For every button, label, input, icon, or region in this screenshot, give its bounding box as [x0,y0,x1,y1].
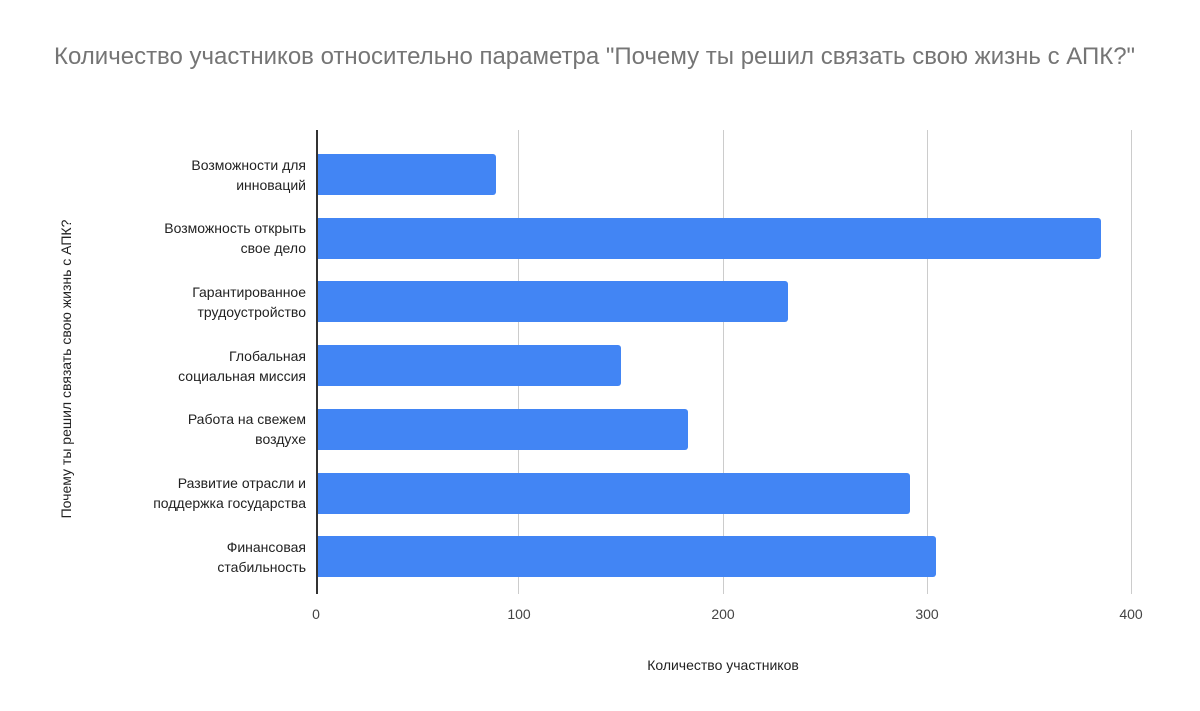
bar [317,536,937,578]
bar [317,345,621,387]
category-label: Возможность открыть свое дело [164,220,306,257]
bar [317,472,910,514]
bar [317,281,788,323]
category-label: Финансовая стабильность [217,538,306,575]
gridline-300 [927,130,928,594]
category-label: Возможности для инноваций [191,156,306,193]
gridline-200 [723,130,724,594]
bar [317,217,1102,259]
bar [317,408,688,450]
y-axis-line [316,130,318,594]
category-label: Работа на свежем воздухе [187,411,306,448]
x-tick: 100 [507,606,531,622]
x-tick: 400 [1119,606,1143,622]
gridline-400 [1131,130,1132,594]
bar [317,154,497,195]
category-label: Гарантированное трудоустройство [192,283,306,320]
x-tick: 200 [711,606,735,622]
category-label: Глобальная социальная миссия [178,347,306,384]
x-axis-label: Количество участников [647,657,799,673]
x-tick: 0 [312,606,320,622]
category-label: Развитие отрасли и поддержка государства [153,475,306,511]
chart-title: Количество участников относительно парам… [54,43,1136,70]
x-tick: 300 [915,606,939,622]
plot-area [316,130,1132,594]
